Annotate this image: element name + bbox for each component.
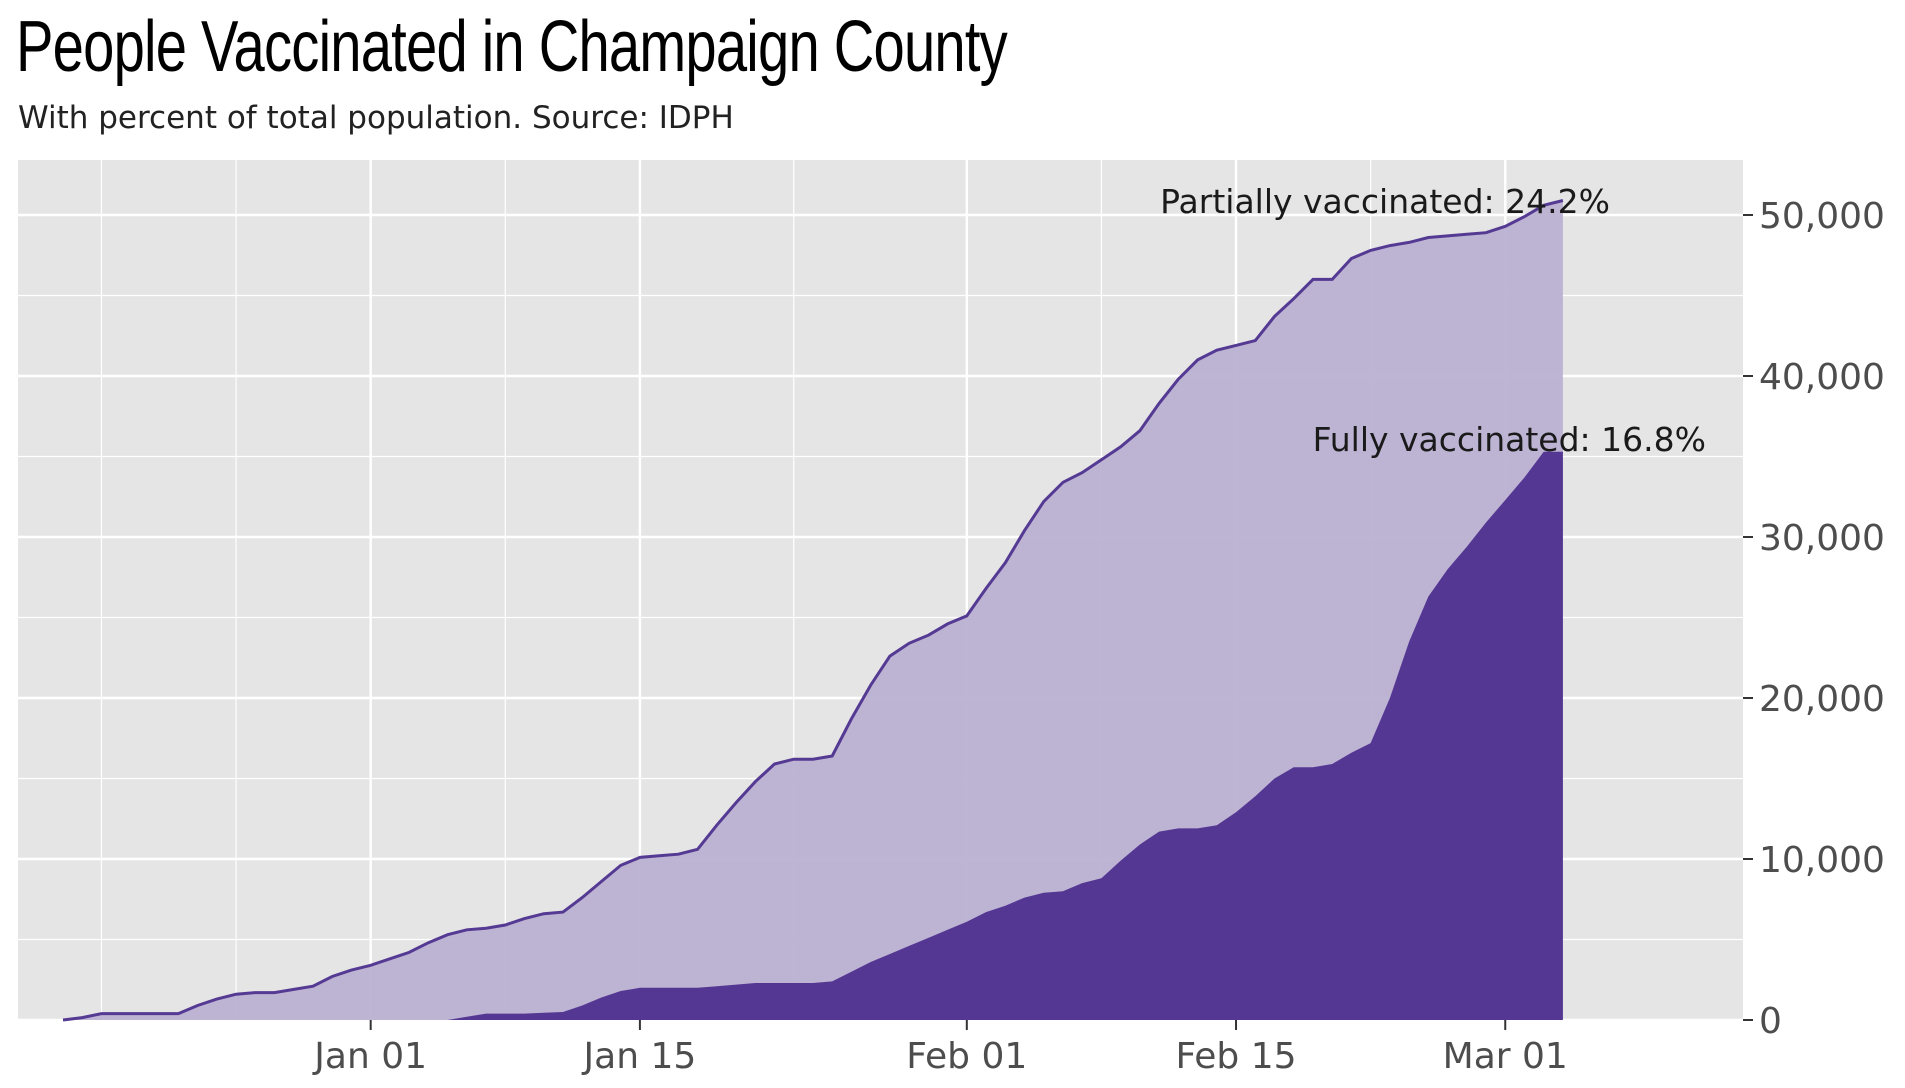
x-tick-label: Feb 15 xyxy=(1176,1036,1297,1077)
x-tick-label: Jan 01 xyxy=(312,1036,427,1077)
partially-vaccinated-annotation: Partially vaccinated: 24.2% xyxy=(1160,182,1610,221)
x-tick-label: Jan 15 xyxy=(582,1036,697,1077)
partially-vaccinated-line xyxy=(62,199,1564,1022)
y-tick-label: 20,000 xyxy=(1759,679,1885,720)
chart-subtitle: With percent of total population. Source… xyxy=(18,100,734,136)
y-tick-label: 0 xyxy=(1759,1001,1782,1042)
partially-vaccinated-area xyxy=(63,200,1563,1020)
x-tick-label: Mar 01 xyxy=(1443,1036,1568,1077)
y-tick-label: 10,000 xyxy=(1759,840,1885,881)
y-tick-label: 40,000 xyxy=(1759,357,1885,398)
y-tick-label: 30,000 xyxy=(1759,518,1885,559)
y-tick-label: 50,000 xyxy=(1759,196,1885,237)
fully-vaccinated-annotation: Fully vaccinated: 16.8% xyxy=(1313,420,1706,459)
fully-vaccinated-area xyxy=(63,451,1563,1020)
x-tick-label: Feb 01 xyxy=(906,1036,1027,1077)
page-title: People Vaccinated in Champaign County xyxy=(16,7,1008,87)
